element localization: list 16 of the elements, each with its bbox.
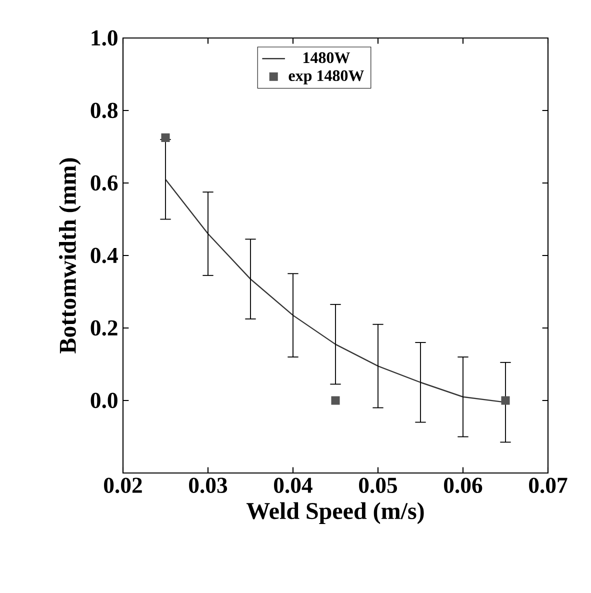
- y-tick-label: 0.0: [90, 392, 118, 408]
- x-axis-title: Weld Speed (m/s): [246, 502, 424, 524]
- x-tick-label: 0.02: [104, 478, 142, 494]
- x-tick-label: 0.03: [189, 478, 228, 494]
- x-tick-label: 0.04: [274, 478, 312, 494]
- x-tick-label: 0.05: [359, 478, 397, 494]
- legend-label: exp 1480W: [288, 70, 364, 84]
- x-tick-label: 0.07: [529, 478, 568, 494]
- y-tick-label: 0.4: [90, 248, 118, 264]
- y-tick-label: 0.6: [90, 175, 118, 191]
- y-tick-label: 1.0: [92, 30, 118, 46]
- x-tick-label: 0.06: [444, 478, 482, 494]
- y-tick-label: 0.8: [90, 102, 118, 118]
- y-tick-label: 0.2: [90, 320, 118, 336]
- y-axis-title: Bottomwidth (mm): [59, 158, 81, 354]
- legend-label: 1480W: [304, 52, 350, 64]
